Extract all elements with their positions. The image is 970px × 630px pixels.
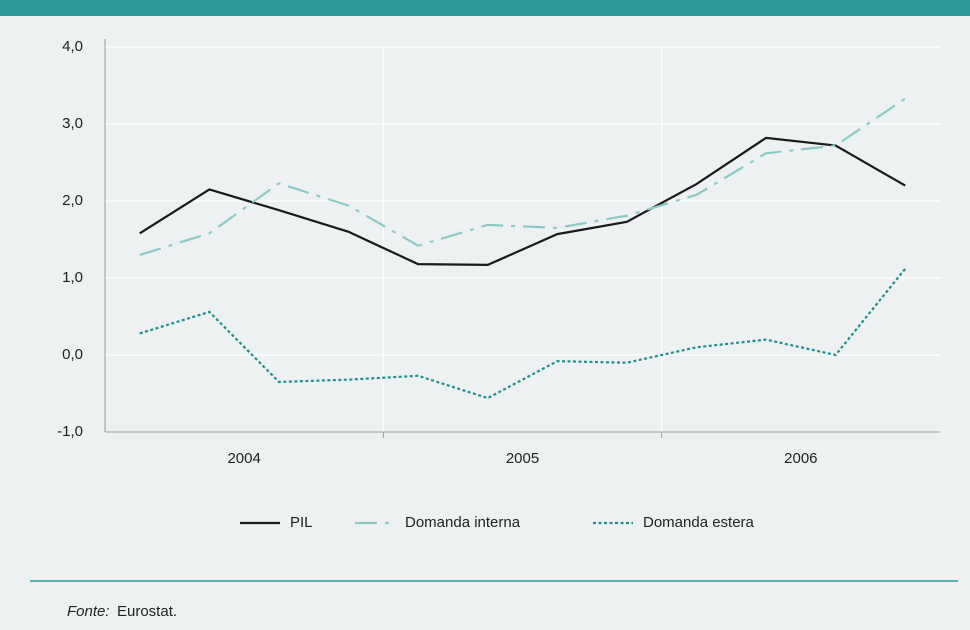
y-tick-label: 3,0 <box>62 115 83 132</box>
source-label: Fonte: <box>67 603 110 620</box>
y-tick-label: 1,0 <box>62 269 83 286</box>
x-group-label: 2004 <box>227 450 260 467</box>
y-tick-label: -1,0 <box>57 423 83 440</box>
series-line <box>139 97 906 256</box>
y-tick-label: 0,0 <box>62 346 83 363</box>
y-tick-label: 4,0 <box>62 38 83 55</box>
series-line <box>139 268 907 400</box>
legend-label: PIL <box>290 514 313 531</box>
legend-label: Domanda estera <box>643 514 755 531</box>
header-band <box>0 0 970 16</box>
y-tick-label: 2,0 <box>62 192 83 209</box>
source: Eurostat. <box>117 603 177 620</box>
x-group-label: 2006 <box>784 450 817 467</box>
x-group-label: 2005 <box>506 450 539 467</box>
series-line <box>139 136 906 267</box>
legend-label: Domanda interna <box>405 514 521 531</box>
